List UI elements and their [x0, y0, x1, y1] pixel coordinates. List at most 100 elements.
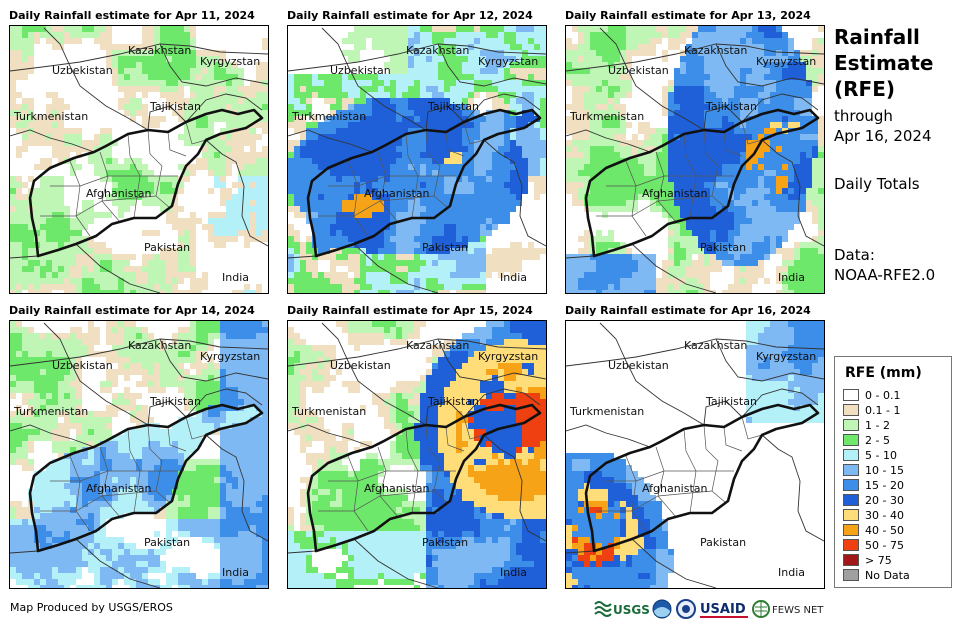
rainfall-cell [680, 26, 686, 32]
rainfall-cell [528, 158, 534, 164]
rainfall-cell [250, 182, 256, 188]
rainfall-cell [516, 74, 522, 80]
rainfall-cell [498, 206, 504, 212]
rainfall-cell [608, 26, 614, 32]
rainfall-cell [202, 333, 208, 339]
rainfall-cell [692, 110, 698, 116]
rainfall-cell [124, 369, 130, 375]
rainfall-cell [396, 74, 402, 80]
rainfall-cell [250, 152, 256, 158]
rainfall-cell [674, 74, 680, 80]
rainfall-cell [130, 44, 136, 50]
rainfall-cell [674, 254, 680, 260]
rainfall-cell [52, 116, 58, 122]
rainfall-cell [184, 110, 190, 116]
rainfall-cell [34, 32, 40, 38]
rainfall-cell [746, 68, 752, 74]
rainfall-cell [220, 158, 226, 164]
rainfall-cell [504, 206, 510, 212]
rainfall-cell [256, 122, 262, 128]
rainfall-cell [426, 194, 432, 200]
rainfall-cell [426, 56, 432, 62]
rainfall-cell [644, 266, 650, 272]
rainfall-cell [118, 68, 124, 74]
rainfall-cell [354, 86, 360, 92]
rainfall-cell [468, 74, 474, 80]
rainfall-cell [534, 170, 540, 176]
rainfall-cell [626, 164, 632, 170]
rainfall-cell [214, 236, 220, 242]
rainfall-cell [420, 134, 426, 140]
rainfall-cell [716, 230, 722, 236]
rainfall-cell [10, 345, 16, 351]
rainfall-cell [626, 38, 632, 44]
rainfall-cell [632, 158, 638, 164]
rainfall-cell [492, 134, 498, 140]
rainfall-cell [130, 357, 136, 363]
rainfall-cell [130, 50, 136, 56]
rainfall-cell [740, 266, 746, 272]
rainfall-cell [288, 200, 294, 206]
rainfall-cell [812, 140, 818, 146]
rainfall-cell [806, 80, 812, 86]
rainfall-cell [692, 98, 698, 104]
rainfall-cell [662, 290, 668, 293]
rainfall-cell [426, 92, 432, 98]
rainfall-cell [516, 266, 522, 272]
rainfall-cell [184, 339, 190, 345]
rainfall-cell [462, 284, 468, 290]
rainfall-cell [590, 98, 596, 104]
rainfall-cell [178, 188, 184, 194]
rainfall-cell [52, 278, 58, 284]
rainfall-cell [250, 140, 256, 146]
rainfall-cell [16, 321, 22, 327]
rainfall-cell [776, 38, 782, 44]
rainfall-cell [492, 86, 498, 92]
rainfall-cell [58, 38, 64, 44]
rainfall-cell [740, 140, 746, 146]
rainfall-cell [710, 38, 716, 44]
rainfall-cell [348, 116, 354, 122]
rainfall-cell [770, 110, 776, 116]
rainfall-cell [644, 272, 650, 278]
rainfall-cell [202, 375, 208, 381]
rainfall-cell [154, 357, 160, 363]
rainfall-cell [456, 86, 462, 92]
rainfall-cell [208, 327, 214, 333]
rainfall-cell [584, 254, 590, 260]
rainfall-cell [384, 92, 390, 98]
country-border [566, 129, 651, 153]
rainfall-cell [704, 224, 710, 230]
rainfall-cell [324, 164, 330, 170]
rainfall-cell [468, 134, 474, 140]
rainfall-cell [52, 363, 58, 369]
rainfall-cell [378, 188, 384, 194]
rainfall-cell [172, 254, 178, 260]
rainfall-cell [402, 56, 408, 62]
rainfall-cell [202, 80, 208, 86]
rainfall-cell [800, 170, 806, 176]
rainfall-cell [58, 345, 64, 351]
rainfall-cell [100, 266, 106, 272]
rainfall-cell [384, 38, 390, 44]
rainfall-cell [342, 230, 348, 236]
rainfall-cell [510, 86, 516, 92]
afghanistan-outline [28, 108, 264, 258]
rainfall-cell [408, 188, 414, 194]
rainfall-cell [202, 68, 208, 74]
rainfall-cell [366, 116, 372, 122]
rainfall-cell [238, 116, 244, 122]
rainfall-cell [360, 140, 366, 146]
rainfall-cell [608, 140, 614, 146]
rainfall-cell [686, 206, 692, 212]
rainfall-cell [172, 369, 178, 375]
rainfall-cell [426, 104, 432, 110]
rainfall-cell [40, 230, 46, 236]
rainfall-cell [238, 146, 244, 152]
rainfall-cell [166, 212, 172, 218]
rainfall-cell [602, 50, 608, 56]
rainfall-cell [788, 152, 794, 158]
rainfall-cell [492, 218, 498, 224]
rainfall-cell [256, 284, 262, 290]
rainfall-cell [818, 158, 824, 164]
